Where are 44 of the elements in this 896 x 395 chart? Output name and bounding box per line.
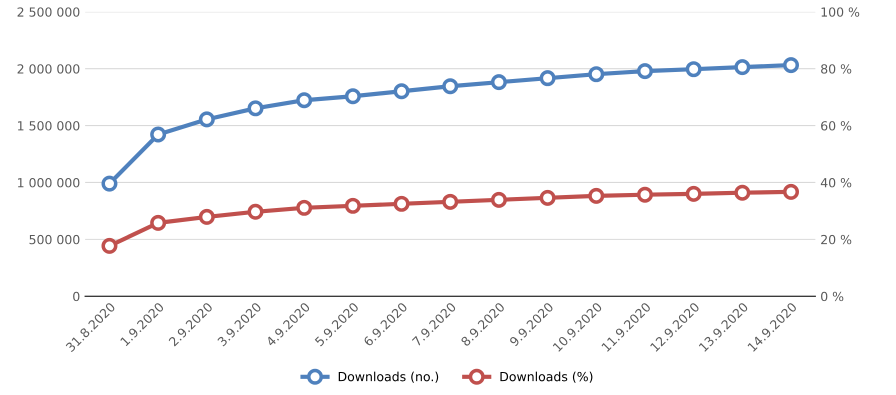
y-tick-label: 500 000 (30, 234, 80, 244)
y-tick-label: 1 000 000 (18, 178, 80, 188)
point (540, 190, 556, 206)
point (490, 192, 507, 208)
point (198, 111, 215, 128)
point (394, 196, 410, 212)
point (296, 92, 312, 108)
point (248, 204, 264, 220)
point (150, 126, 166, 142)
point (686, 186, 702, 202)
point (540, 70, 556, 86)
y2-tick-label: 60 % (821, 121, 852, 131)
y2-tick-label: 100 % (822, 7, 860, 17)
point (296, 200, 312, 216)
point (783, 57, 800, 74)
point (783, 184, 800, 200)
point (150, 214, 166, 231)
point (442, 194, 458, 210)
point (588, 188, 604, 204)
point (344, 198, 361, 214)
y-tick-label: 2 000 000 (18, 64, 80, 74)
point (442, 78, 458, 94)
point (588, 66, 604, 82)
point (101, 176, 118, 192)
point (636, 63, 653, 80)
point (734, 184, 750, 201)
y-tick-label: 2 500 000 (18, 7, 80, 17)
y2-tick-label: 20 % (821, 234, 852, 244)
y2-tick-label: 0 % (821, 292, 844, 302)
point (344, 88, 361, 104)
point (636, 186, 653, 203)
y-tick-label: 1 500 000 (18, 121, 80, 131)
y-tick-label: 0 (73, 292, 80, 302)
legend-label: Downloads (no.) (338, 372, 438, 383)
point (490, 74, 507, 90)
point (734, 59, 750, 76)
y2-tick-label: 80 % (821, 64, 852, 74)
point (101, 238, 118, 254)
point (248, 100, 264, 116)
point (394, 83, 410, 100)
legend-label: Downloads (%) (500, 372, 592, 383)
point (686, 61, 702, 78)
y2-tick-label: 40 % (820, 178, 852, 188)
point (198, 208, 215, 225)
